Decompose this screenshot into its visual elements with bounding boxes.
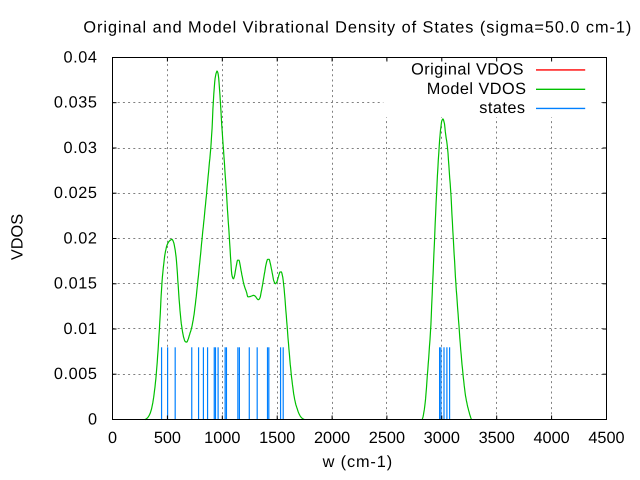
svg-text:w (cm-1): w (cm-1): [322, 453, 393, 471]
svg-text:2000: 2000: [314, 429, 350, 447]
svg-text:3000: 3000: [424, 429, 460, 447]
svg-text:0.025: 0.025: [54, 184, 98, 202]
svg-text:0: 0: [108, 429, 117, 447]
svg-text:0.01: 0.01: [64, 320, 98, 338]
svg-text:0.03: 0.03: [64, 139, 98, 157]
svg-text:500: 500: [154, 429, 181, 447]
svg-text:0.035: 0.035: [54, 94, 98, 112]
svg-text:0.02: 0.02: [64, 229, 98, 247]
svg-text:0: 0: [88, 410, 98, 428]
svg-text:Original VDOS: Original VDOS: [411, 61, 524, 79]
svg-text:1500: 1500: [259, 429, 295, 447]
svg-text:3500: 3500: [479, 429, 515, 447]
svg-text:0.015: 0.015: [54, 275, 98, 293]
svg-text:VDOS: VDOS: [9, 214, 27, 260]
svg-text:states: states: [479, 99, 525, 117]
svg-text:0.04: 0.04: [64, 48, 98, 66]
svg-text:Model VDOS: Model VDOS: [427, 80, 527, 98]
svg-text:4500: 4500: [588, 429, 624, 447]
svg-text:4000: 4000: [533, 429, 569, 447]
svg-text:1000: 1000: [204, 429, 240, 447]
svg-text:2500: 2500: [369, 429, 405, 447]
svg-text:0.005: 0.005: [54, 365, 98, 383]
svg-text:Original and Model Vibrational: Original and Model Vibrational Density o…: [83, 19, 632, 37]
